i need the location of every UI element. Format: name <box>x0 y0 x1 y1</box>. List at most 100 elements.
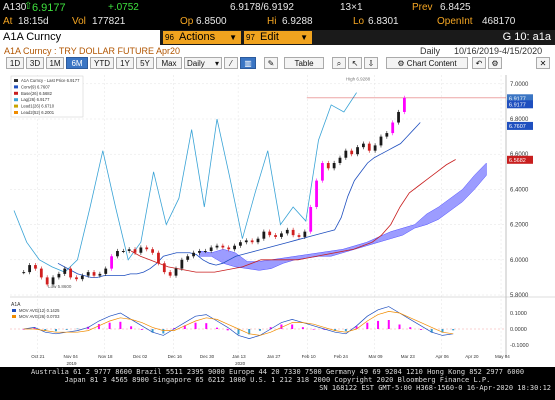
chart-content-label: Chart Content <box>406 59 457 68</box>
candle-body <box>116 251 119 257</box>
actions-menu-button[interactable]: 96 Actions ▼ <box>163 31 241 44</box>
macd-bar <box>140 329 143 330</box>
frequency-value: Daily <box>187 59 205 68</box>
y-tick-label: 6.6000 <box>510 152 529 158</box>
candle-body <box>51 277 55 285</box>
price-tag <box>507 155 533 164</box>
footer-line-3: SN 168122 EST GMT-5:00 H368-1560-0 16-Ap… <box>319 384 551 392</box>
open-interest-value: 468170 <box>482 16 516 27</box>
price-tag-label: 6.5682 <box>509 158 526 164</box>
high-annotation: High 6.9288 <box>346 76 371 81</box>
y-tick-label: 6.0000 <box>510 258 529 264</box>
close-icon[interactable]: ✕ <box>536 57 550 69</box>
legend-label: Conv(9) 6.7607 <box>21 84 51 89</box>
range-1y-button[interactable]: 1Y <box>116 57 134 69</box>
x-tick-label-minor: Dec 02 <box>133 354 148 359</box>
legend-swatch <box>14 79 18 82</box>
legend-label: Lead2(52) 6.2001 <box>21 110 55 115</box>
frequency-dropdown[interactable]: Daily ▾ <box>184 57 222 69</box>
macd-bar <box>151 329 154 333</box>
macd-bar <box>183 325 186 329</box>
download-icon[interactable]: ⇩ <box>364 57 378 69</box>
candle-body <box>356 147 359 155</box>
macd-bar <box>65 329 68 330</box>
candle-body <box>362 143 365 148</box>
candle-body <box>28 265 32 273</box>
candle-body <box>69 268 73 278</box>
macd-bar <box>33 327 36 329</box>
security-field[interactable]: A1A Curncy <box>0 30 160 45</box>
low-label: Lo <box>353 16 365 27</box>
macd-bar <box>419 329 422 330</box>
macd-title: A1A <box>11 302 21 308</box>
macd-bar <box>258 329 261 331</box>
period-label: Daily <box>420 46 441 56</box>
bid-ask: 6.9178/6.9192 <box>230 2 294 13</box>
candle-body <box>98 273 102 276</box>
line-chart-icon[interactable]: ⁄ <box>224 57 238 69</box>
candle-body <box>57 273 61 278</box>
x-tick-label: Oct 21 <box>31 354 45 359</box>
macd-bar <box>323 329 326 330</box>
undo-icon[interactable]: ↶ <box>472 57 486 69</box>
chevron-down-icon: ▾ <box>214 59 219 68</box>
candle-body <box>291 229 295 236</box>
settings-icon[interactable]: ⚙ <box>488 57 502 69</box>
candle-body <box>326 163 330 169</box>
candle-body <box>198 251 201 253</box>
range-ytd-button[interactable]: YTD <box>90 57 114 69</box>
range-6m-button[interactable]: 6M <box>66 57 88 69</box>
x-tick-label: Dec 16 <box>168 354 183 359</box>
legend-swatch <box>14 91 18 95</box>
footer-line-1: Australia 61 2 9777 8600 Brazil 5511 239… <box>30 368 525 376</box>
pencil-icon[interactable]: ✎ <box>264 57 278 69</box>
range-3d-button[interactable]: 3D <box>26 57 44 69</box>
range-1m-button[interactable]: 1M <box>46 57 64 69</box>
macd-bar <box>398 324 401 329</box>
macd-bar <box>387 320 390 329</box>
candle-body <box>379 136 383 146</box>
range-1d-button[interactable]: 1D <box>6 57 24 69</box>
candle-body <box>75 277 78 280</box>
date-range[interactable]: 10/16/2019-4/15/2020 <box>454 46 543 56</box>
candle-body <box>350 150 354 155</box>
candle-body <box>215 245 219 248</box>
candle-body <box>244 240 248 243</box>
vol-value: 177821 <box>92 16 126 27</box>
macd-bar <box>452 329 455 331</box>
price-tag <box>507 100 533 109</box>
macd-bar <box>54 329 57 332</box>
candle-body <box>192 252 195 257</box>
x-tick-label-minor: Dec 30 <box>200 354 215 359</box>
last-price: 6.9177 <box>32 2 66 14</box>
macd-bar <box>87 326 90 329</box>
candle-body <box>397 111 400 123</box>
bid-ask-size: 13×1 <box>340 2 363 13</box>
x-tick-label-minor: Mar 23 <box>401 354 416 359</box>
table-button[interactable]: Table <box>284 57 324 69</box>
macd-bar <box>377 320 380 329</box>
chart-header: A1A Curncy : TRY DOLLAR FUTURE Apr20 Dai… <box>2 46 553 57</box>
edit-menu-button[interactable]: 97 Edit ▼ <box>244 31 312 44</box>
macd-bar <box>334 329 337 331</box>
candle-body <box>139 247 143 253</box>
up-arrow-icon: ⇧ <box>24 1 33 12</box>
macd-bar <box>269 327 272 329</box>
cursor-icon[interactable]: ↖ <box>348 57 362 69</box>
ticker-code: A130 <box>3 2 27 13</box>
zoom-icon[interactable]: ⌕ <box>332 57 346 69</box>
vol-label: Vol <box>72 16 86 27</box>
macd-bar <box>301 327 304 329</box>
high-label: Hi <box>267 16 277 27</box>
price-tag-label: 6.9177 <box>509 96 526 102</box>
chart-content-button[interactable]: ⚙ Chart Content <box>386 57 468 69</box>
range-max-button[interactable]: Max <box>156 57 182 69</box>
macd-bar <box>430 329 433 333</box>
candle-body <box>133 249 137 253</box>
range-5y-button[interactable]: 5Y <box>136 57 154 69</box>
edit-menu-number: 97 <box>246 33 255 42</box>
candle-chart-icon[interactable]: ▥ <box>240 57 256 69</box>
candle-body <box>63 268 67 274</box>
macd-bar <box>162 329 165 334</box>
